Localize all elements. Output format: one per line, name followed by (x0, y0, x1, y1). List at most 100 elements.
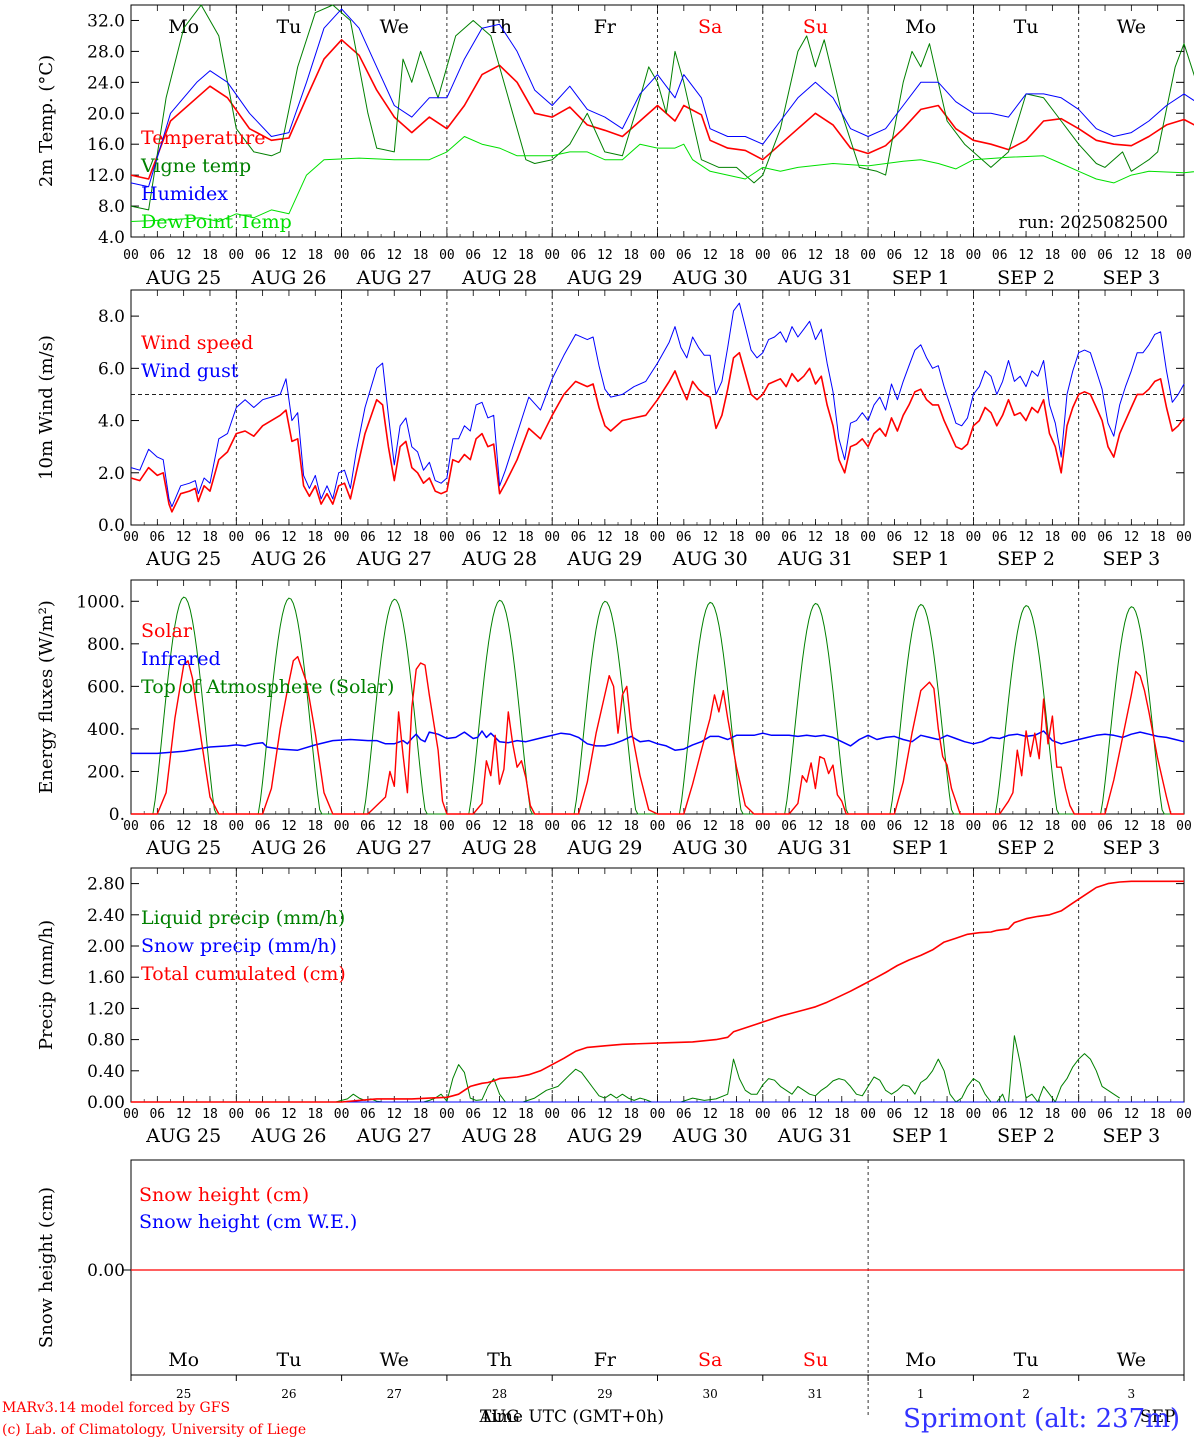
hour-label: 00 (544, 819, 560, 834)
date-label: AUG 26 (250, 548, 326, 570)
hour-label: 00 (966, 1107, 982, 1122)
legend-entry: Liquid precip (mm/h) (141, 907, 345, 929)
hour-label: 18 (623, 1107, 639, 1122)
hour-label: 18 (1045, 248, 1061, 263)
date-label: AUG 27 (356, 267, 432, 289)
y-tick-label: 8.0 (98, 307, 125, 327)
date-label: SEP 3 (1102, 267, 1160, 289)
hour-label: 00 (755, 1107, 771, 1122)
date-label: SEP 1 (892, 837, 950, 859)
hour-label: 18 (202, 248, 218, 263)
date-label: AUG 30 (672, 837, 748, 859)
hour-label: 00 (966, 530, 982, 545)
series-line-total-cumulated-cm- (131, 880, 1184, 1103)
hour-label: 18 (413, 1107, 429, 1122)
hour-label: 06 (676, 819, 692, 834)
date-label: AUG 25 (145, 1125, 221, 1147)
y-tick-label: 200. (87, 762, 125, 782)
hour-label: 12 (913, 1107, 929, 1122)
legend-entry: Vigne temp (140, 155, 251, 177)
weekday-label: Mo (905, 1349, 936, 1371)
date-label: AUG 27 (356, 837, 432, 859)
hour-label: 18 (413, 530, 429, 545)
date-label: SEP 1 (892, 1125, 950, 1147)
hour-label: 06 (465, 530, 481, 545)
hour-label: 06 (465, 819, 481, 834)
hour-label: 12 (808, 819, 824, 834)
hour-label: 06 (992, 819, 1008, 834)
hour-label: 12 (386, 530, 402, 545)
hour-label: 00 (1071, 530, 1087, 545)
weekday-label: Su (803, 1349, 828, 1371)
day-number: 31 (808, 1387, 823, 1401)
hour-label: 06 (887, 819, 903, 834)
hour-label: 06 (255, 1107, 271, 1122)
y-tick-label: 2.40 (87, 906, 125, 926)
hour-label: 06 (149, 819, 165, 834)
hour-label: 00 (650, 248, 666, 263)
hour-label: 00 (544, 530, 560, 545)
weekday-label: We (380, 16, 409, 38)
date-label: AUG 29 (566, 837, 642, 859)
hour-label: 06 (149, 1107, 165, 1122)
hour-label: 18 (939, 1107, 955, 1122)
hour-label: 00 (1176, 248, 1192, 263)
hour-label: 06 (255, 248, 271, 263)
y-tick-label: 32.0 (87, 11, 125, 31)
y-tick-label: 0.40 (87, 1062, 125, 1082)
y-axis-label: 2m Temp. (°C) (36, 55, 57, 187)
date-label: AUG 28 (461, 267, 537, 289)
date-label: AUG 26 (250, 837, 326, 859)
date-label: AUG 31 (777, 837, 853, 859)
date-label: AUG 29 (566, 1125, 642, 1147)
hour-label: 06 (571, 530, 587, 545)
hour-label: 00 (1071, 819, 1087, 834)
hour-label: 12 (702, 1107, 718, 1122)
hour-label: 06 (781, 530, 797, 545)
y-axis-label: Snow height (cm) (36, 1187, 57, 1348)
hour-label: 18 (518, 1107, 534, 1122)
hour-label: 12 (597, 1107, 613, 1122)
panel-energy: 00 06 12 18 00 06 12 18 00 06 12 18 00 06 12 18 00 06 12 18… (36, 579, 1192, 859)
y-tick-label: 6.0 (98, 359, 125, 379)
hour-label: 12 (702, 248, 718, 263)
panel-wind: 00 06 12 18 00 06 12 18 00 06 12 18 00 06 12 18 00 06 12 18… (36, 289, 1192, 570)
date-label: AUG 31 (777, 548, 853, 570)
day-number: 30 (703, 1387, 718, 1401)
hour-label: 12 (1018, 1107, 1034, 1122)
date-label: AUG 30 (672, 548, 748, 570)
hour-label: 18 (939, 248, 955, 263)
hour-label: 00 (755, 530, 771, 545)
hour-label: 12 (492, 530, 508, 545)
hour-label: 00 (544, 1107, 560, 1122)
y-tick-label: 2.00 (87, 937, 125, 957)
hour-label: 12 (386, 1107, 402, 1122)
legend-entry: DewPoint Temp (141, 211, 292, 233)
day-number: 1 (917, 1387, 925, 1401)
hour-label: 06 (465, 1107, 481, 1122)
series-line-vigne-temp (130, 4, 1194, 211)
series-line-solar (131, 655, 1184, 815)
hour-label: 00 (860, 819, 876, 834)
weekday-label: Th (487, 1349, 512, 1371)
hour-label: 12 (913, 819, 929, 834)
hour-label: 06 (360, 1107, 376, 1122)
hour-label: 00 (334, 1107, 350, 1122)
date-label: AUG 29 (566, 267, 642, 289)
hour-label: 18 (1045, 530, 1061, 545)
run-label: run: 2025082500 (1019, 213, 1168, 233)
hour-label: 00 (966, 819, 982, 834)
date-label: AUG 31 (777, 1125, 853, 1147)
hour-label: 00 (439, 819, 455, 834)
hour-label: 12 (281, 530, 297, 545)
hour-label: 06 (992, 248, 1008, 263)
series-line-wind-gust (130, 302, 1185, 508)
y-tick-label: 0.00 (87, 1261, 125, 1281)
panel-snow: 0.00 Snow height (cm) Snow height (cm) Snow… (36, 1159, 1185, 1427)
hour-label: 12 (913, 530, 929, 545)
hour-label: 00 (123, 248, 139, 263)
hour-label: 18 (518, 248, 534, 263)
hour-label: 06 (992, 530, 1008, 545)
weekday-label: Sa (698, 16, 722, 38)
hour-label: 12 (597, 819, 613, 834)
